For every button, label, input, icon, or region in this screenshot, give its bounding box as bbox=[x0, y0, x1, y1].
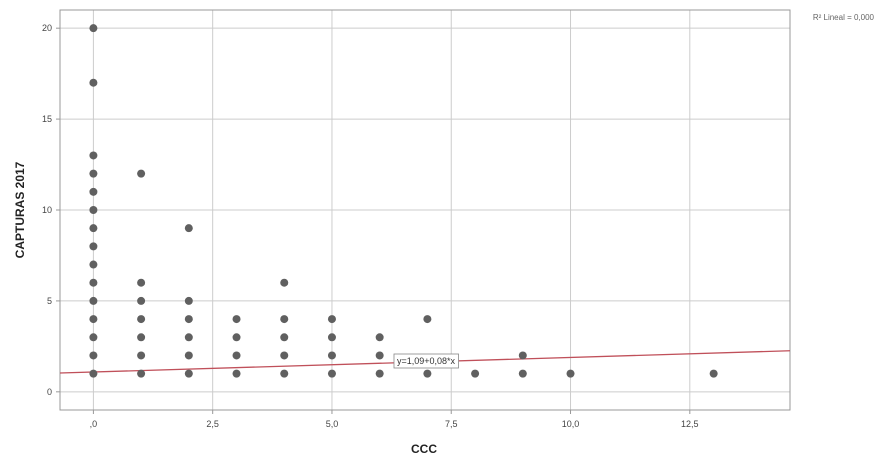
data-point bbox=[185, 351, 193, 359]
data-point bbox=[519, 351, 527, 359]
data-point bbox=[89, 151, 97, 159]
data-point bbox=[89, 242, 97, 250]
fit-equation-text: y=1,09+0,08*x bbox=[397, 356, 456, 366]
data-point bbox=[137, 170, 145, 178]
data-point bbox=[280, 370, 288, 378]
data-point bbox=[89, 206, 97, 214]
x-tick-label: 2,5 bbox=[206, 419, 219, 429]
data-point bbox=[423, 315, 431, 323]
data-point bbox=[233, 315, 241, 323]
data-point bbox=[89, 261, 97, 269]
y-tick-label: 20 bbox=[42, 23, 52, 33]
x-tick-label: 5,0 bbox=[326, 419, 339, 429]
fit-equation-label: y=1,09+0,08*x bbox=[394, 354, 459, 368]
data-point bbox=[137, 333, 145, 341]
y-tick-label: 15 bbox=[42, 114, 52, 124]
legend-r-squared: R² Lineal = 0,000 bbox=[813, 13, 875, 22]
data-point bbox=[233, 370, 241, 378]
data-point bbox=[423, 370, 431, 378]
x-tick-label: ,0 bbox=[90, 419, 98, 429]
data-point bbox=[89, 279, 97, 287]
data-point bbox=[89, 224, 97, 232]
data-point bbox=[328, 333, 336, 341]
data-point bbox=[185, 315, 193, 323]
data-point bbox=[710, 370, 718, 378]
x-axis-title: CCC bbox=[411, 442, 437, 456]
data-point bbox=[185, 224, 193, 232]
data-point bbox=[185, 370, 193, 378]
data-point bbox=[89, 24, 97, 32]
data-point bbox=[280, 333, 288, 341]
y-tick-label: 5 bbox=[47, 296, 52, 306]
data-point bbox=[376, 370, 384, 378]
data-point bbox=[233, 351, 241, 359]
data-point bbox=[233, 333, 241, 341]
data-point bbox=[89, 297, 97, 305]
data-point bbox=[567, 370, 575, 378]
data-point bbox=[89, 351, 97, 359]
data-point bbox=[328, 315, 336, 323]
data-point bbox=[185, 333, 193, 341]
data-point bbox=[89, 315, 97, 323]
data-point bbox=[185, 297, 193, 305]
data-point bbox=[137, 351, 145, 359]
data-point bbox=[376, 333, 384, 341]
data-point bbox=[89, 79, 97, 87]
data-point bbox=[328, 351, 336, 359]
data-point bbox=[89, 333, 97, 341]
x-tick-label: 10,0 bbox=[562, 419, 580, 429]
data-point bbox=[519, 370, 527, 378]
x-tick-label: 7,5 bbox=[445, 419, 458, 429]
x-tick-label: 12,5 bbox=[681, 419, 699, 429]
data-point bbox=[376, 351, 384, 359]
data-point bbox=[471, 370, 479, 378]
y-axis-title: CAPTURAS 2017 bbox=[13, 161, 27, 258]
data-point bbox=[280, 315, 288, 323]
data-point bbox=[89, 188, 97, 196]
y-tick-label: 10 bbox=[42, 205, 52, 215]
data-point bbox=[137, 279, 145, 287]
data-point bbox=[137, 370, 145, 378]
data-point bbox=[89, 370, 97, 378]
y-tick-label: 0 bbox=[47, 387, 52, 397]
data-point bbox=[280, 351, 288, 359]
data-point bbox=[328, 370, 336, 378]
data-point bbox=[280, 279, 288, 287]
data-point bbox=[137, 315, 145, 323]
data-point bbox=[89, 170, 97, 178]
data-point bbox=[137, 297, 145, 305]
